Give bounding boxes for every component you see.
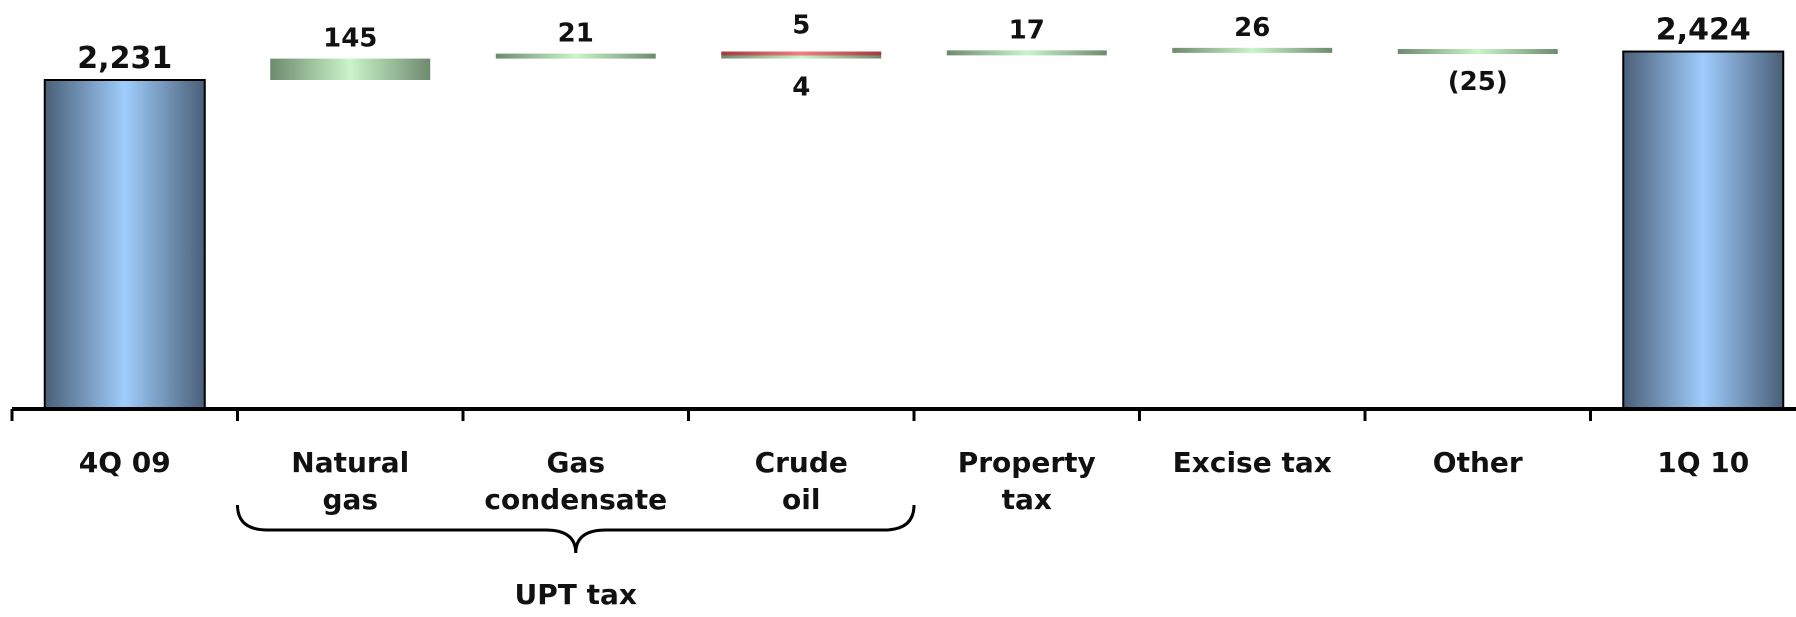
category-label: tax	[1002, 483, 1052, 516]
bar-increase	[270, 58, 431, 80]
bars-layer	[43, 47, 1785, 411]
bar-total	[43, 79, 206, 410]
bar-increase	[946, 50, 1107, 56]
data-label-bottom: 4	[792, 73, 810, 103]
data-label: 17	[1009, 15, 1045, 45]
category-label: condensate	[484, 483, 667, 516]
data-label: 2,424	[1656, 13, 1751, 48]
category-label: gas	[322, 483, 378, 516]
bar-increase	[1172, 47, 1333, 53]
bar-increase-crude	[721, 51, 882, 56]
data-label: 26	[1234, 13, 1270, 43]
bracket-label: UPT tax	[515, 578, 637, 611]
category-label: 4Q 09	[79, 446, 171, 479]
category-label: Other	[1433, 446, 1523, 479]
bar-increase	[495, 53, 656, 59]
category-label: 1Q 10	[1657, 446, 1749, 479]
data-label: (25)	[1448, 67, 1508, 97]
category-label: Gas	[546, 446, 605, 479]
data-label: 21	[558, 19, 594, 49]
category-label: Natural	[291, 446, 409, 479]
bracket-brace	[236, 504, 916, 554]
category-label: Crude	[755, 446, 848, 479]
bar-decrease	[1397, 49, 1558, 55]
labels-layer: 2,231 145 21 5 4 17 26 (25) 2,424 4Q 09 Natural gas…	[77, 11, 1750, 516]
upt-bracket: UPT tax	[236, 504, 916, 611]
category-label: Excise tax	[1173, 446, 1332, 479]
bar-decrease-crude	[721, 55, 882, 59]
x-axis	[10, 407, 1796, 421]
category-label: Property	[958, 446, 1096, 479]
data-label-top: 5	[792, 11, 810, 41]
category-label: oil	[782, 483, 820, 516]
data-label: 2,231	[77, 41, 172, 76]
data-label: 145	[323, 24, 377, 54]
bar-total	[1622, 50, 1785, 411]
